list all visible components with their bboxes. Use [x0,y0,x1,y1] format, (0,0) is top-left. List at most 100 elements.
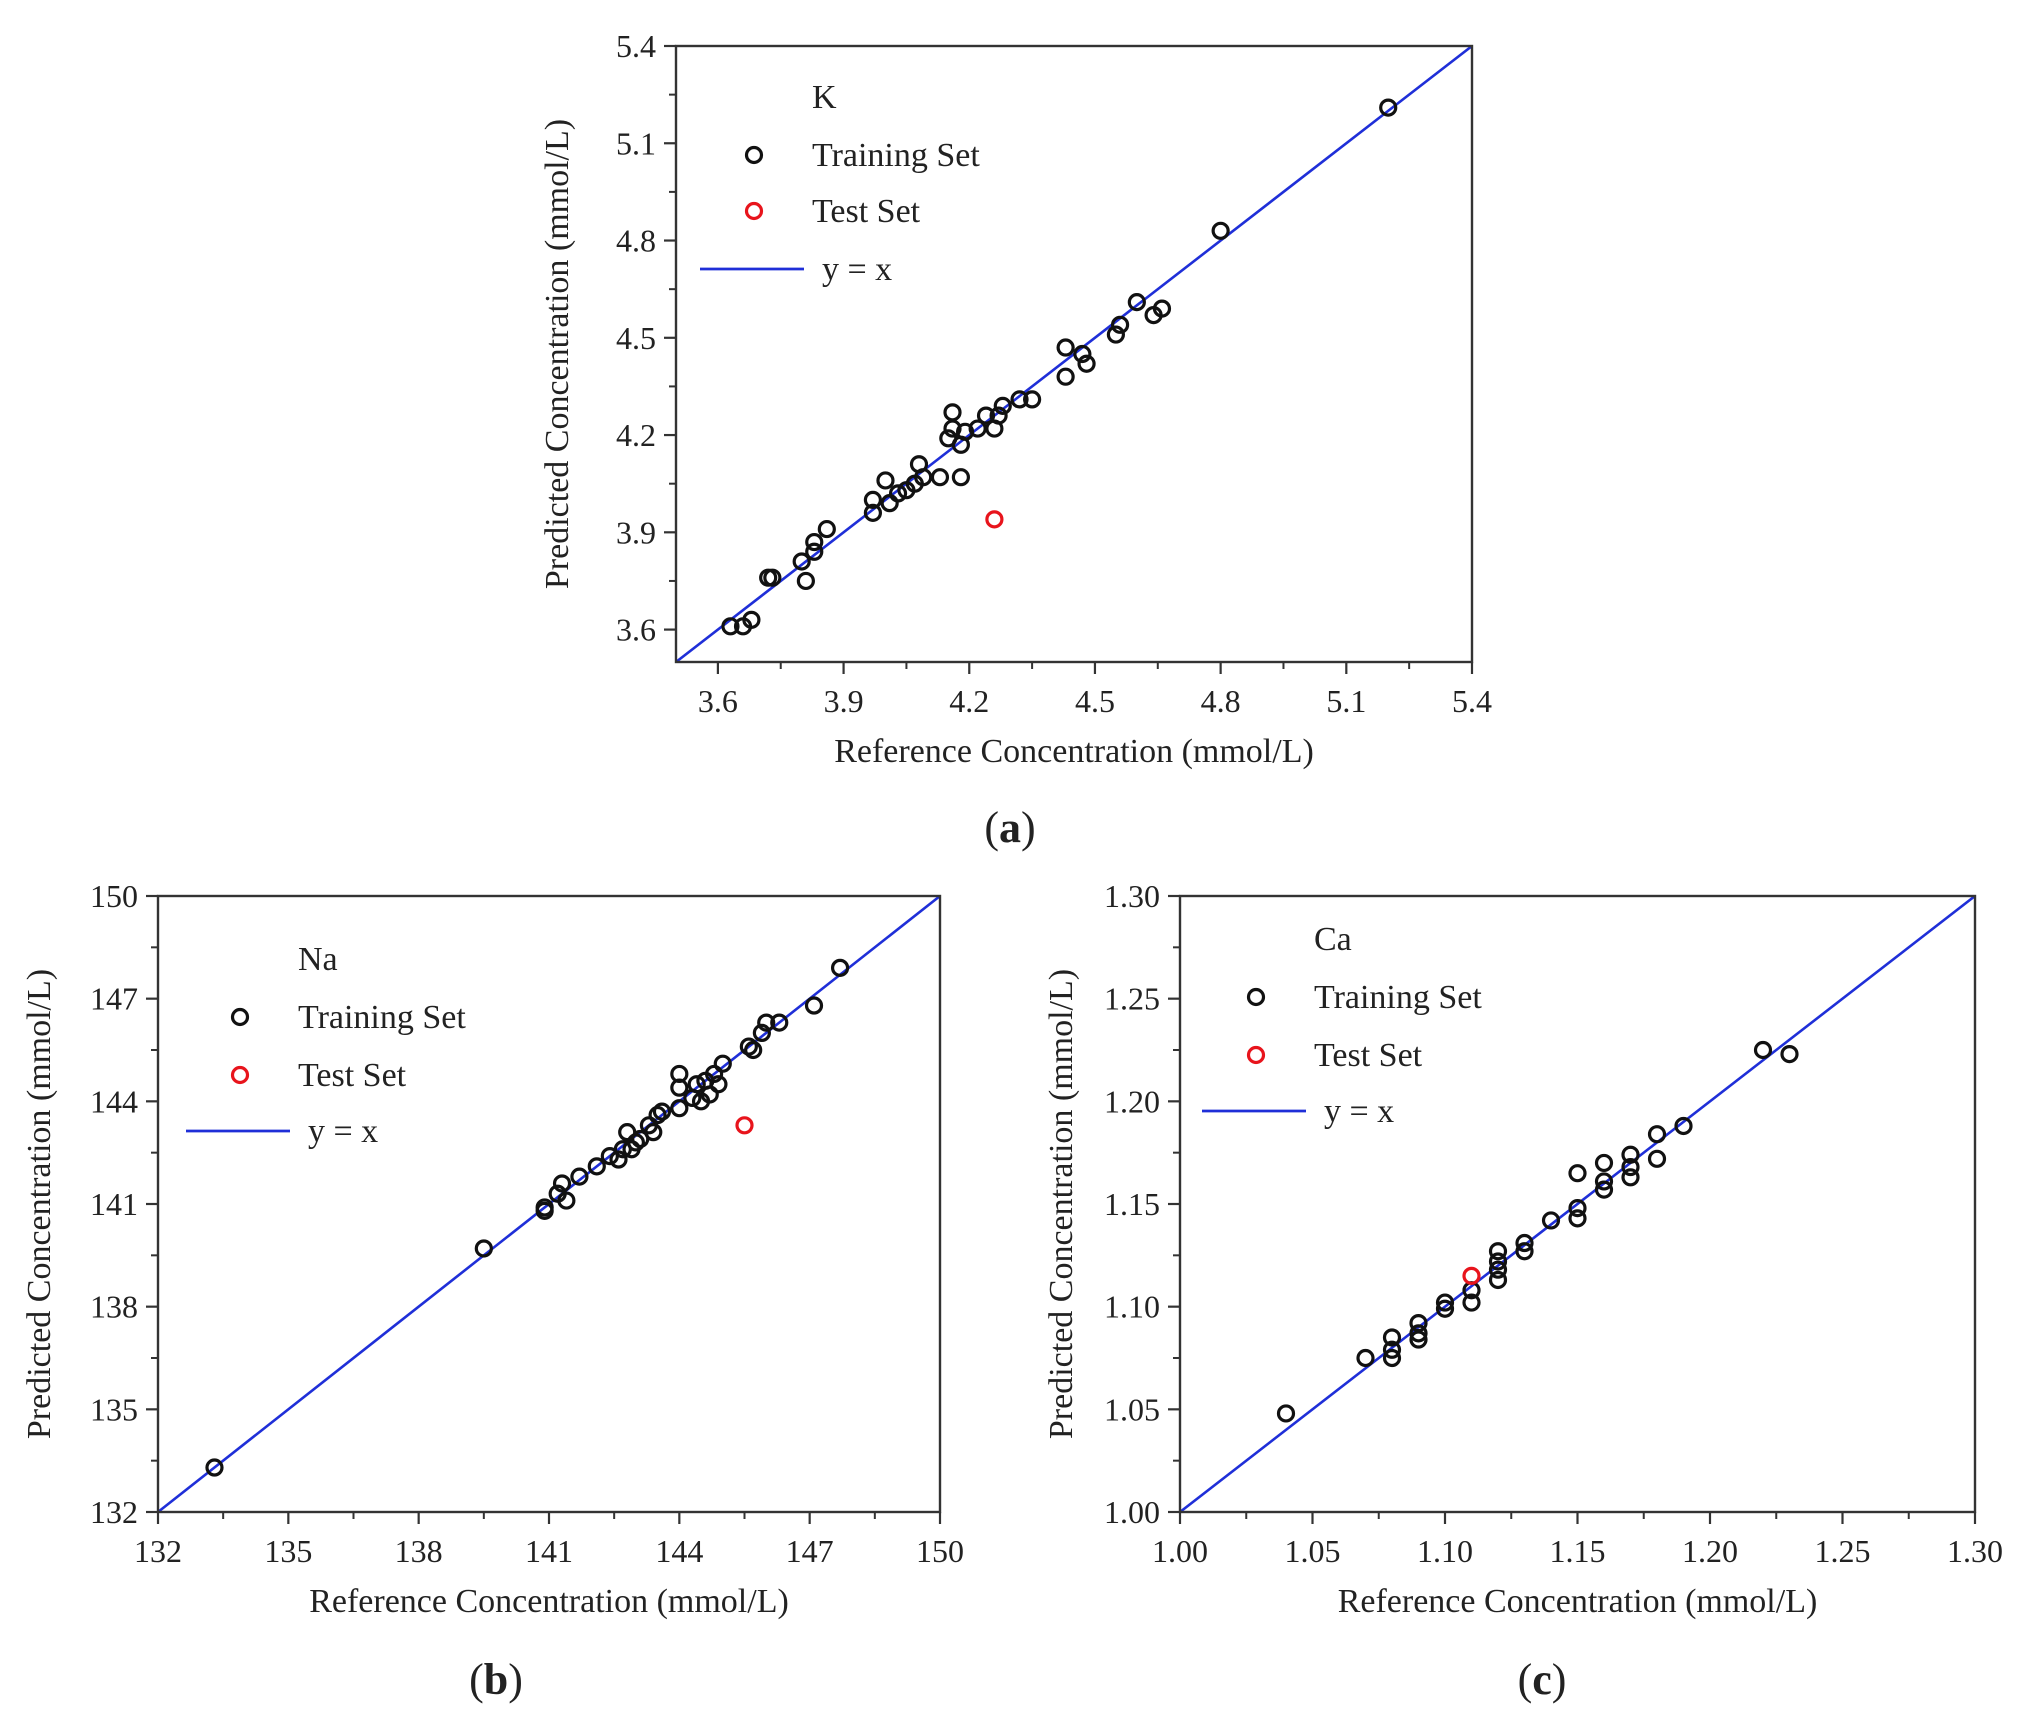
identity-line [1180,896,1975,1512]
training-point [1356,1348,1375,1368]
training-point [721,617,740,636]
training-point [744,1040,763,1060]
training-point [709,1075,728,1094]
training-point [1276,1404,1296,1423]
training-point [757,1013,776,1032]
training-point [1056,367,1075,386]
training-point [805,542,824,561]
legend-test-marker [230,1065,250,1085]
training-point [570,1167,589,1186]
x-tick-label: 1.05 [1285,1533,1341,1569]
y-tick-label: 4.2 [616,417,656,453]
legend-test-label: Test Set [298,1057,407,1094]
training-point [993,396,1012,415]
training-point [1647,1149,1667,1168]
training-point [1106,325,1125,344]
training-point [609,1150,628,1169]
x-tick-label: 4.2 [949,683,989,719]
legend-training-marker [1246,987,1266,1007]
training-point [557,1191,576,1210]
training-point [1594,1172,1614,1191]
training-point [1515,1233,1534,1253]
y-tick-label: 5.4 [616,28,656,64]
training-point [1488,1252,1508,1271]
training-point [713,1054,732,1073]
training-point [1110,315,1130,334]
training-point [670,1099,689,1118]
training-point [1379,98,1398,117]
training-point [804,996,824,1015]
training-point [876,471,895,490]
legend-line-label: y = x [308,1113,378,1150]
training-point [1435,1293,1455,1312]
training-point [1568,1164,1587,1183]
training-point [644,1123,663,1142]
training-point [1621,1168,1640,1187]
x-tick-label: 1.30 [1947,1533,2003,1569]
x-tick-label: 4.5 [1075,683,1115,719]
y-axis-label: Predicted Concentration (mmol/L) [1043,969,1080,1439]
training-point [943,403,962,422]
panel-c-calcium: 1.00 1.05 1.10 1.15 1.20 1.25 1.30 1.00 1.05 1.10… [1043,878,2003,1704]
training-point [1621,1145,1640,1164]
y-tick-label: 1.30 [1104,878,1160,914]
x-tick-label: 132 [134,1533,182,1569]
x-tick-label: 141 [525,1533,573,1569]
legend-training-marker [744,145,764,165]
x-axis-label: Reference Concentration (mmol/L) [309,1583,789,1620]
training-point [704,1064,724,1084]
training-point [1073,344,1092,364]
training-point [976,406,996,425]
plot-frame [674,44,1474,664]
training-point [1435,1299,1455,1318]
training-point [1462,1293,1481,1312]
y-tick-label: 138 [90,1289,138,1325]
training-point [1780,1045,1799,1064]
training-point [770,1013,789,1032]
x-tick-label: 135 [264,1533,312,1569]
y-tick-label: 141 [90,1186,138,1222]
y-tick-label: 1.25 [1104,981,1160,1017]
training-point [1211,221,1230,240]
y-tick-label: 132 [90,1494,138,1530]
training-point [1077,354,1096,373]
training-point [1127,293,1146,312]
training-point [1152,299,1172,318]
training-point [930,468,950,487]
y-tick-label: 4.8 [616,223,656,259]
panel-b-sodium: 132 135 138 141 144 147 150 132 135 138 141 144 147 1… [21,878,964,1704]
x-tick-label: 150 [916,1533,964,1569]
y-tick-label: 4.5 [616,320,656,356]
training-point [951,468,970,487]
y-tick-label: 150 [90,878,138,914]
training-point [817,519,836,539]
x-tick-label: 138 [395,1533,443,1569]
legend-training-label: Training Set [298,999,466,1036]
training-point [1753,1040,1773,1060]
training-point [1594,1153,1614,1173]
y-tick-label: 5.1 [616,125,656,161]
x-tick-label: 1.15 [1550,1533,1606,1569]
training-point [1382,1348,1402,1368]
panel-a-potassium: 3.6 3.9 4.2 4.5 4.8 5.1 5.4 3.6 3.9 4.2 4.5 4.8 5.1 5… [539,28,1492,852]
legend-test-marker [744,201,764,221]
training-point [1409,1313,1428,1333]
training-point [552,1174,572,1193]
test-point [1462,1266,1481,1285]
panel-label: (b) [469,1655,523,1704]
legend-training-label: Training Set [1314,979,1482,1016]
training-point [1568,1209,1587,1228]
x-axis-label: Reference Concentration (mmol/L) [834,733,1314,770]
training-point [792,552,811,571]
y-tick-label: 147 [90,981,138,1017]
training-point [805,532,824,552]
training-point [796,571,815,591]
training-point [968,419,987,438]
x-tick-label: 144 [655,1533,703,1569]
training-point [1010,390,1029,409]
y-tick-label: 1.05 [1104,1391,1160,1427]
training-point [1568,1199,1587,1218]
x-tick-label: 1.00 [1152,1533,1208,1569]
legend-line-label: y = x [822,251,892,288]
